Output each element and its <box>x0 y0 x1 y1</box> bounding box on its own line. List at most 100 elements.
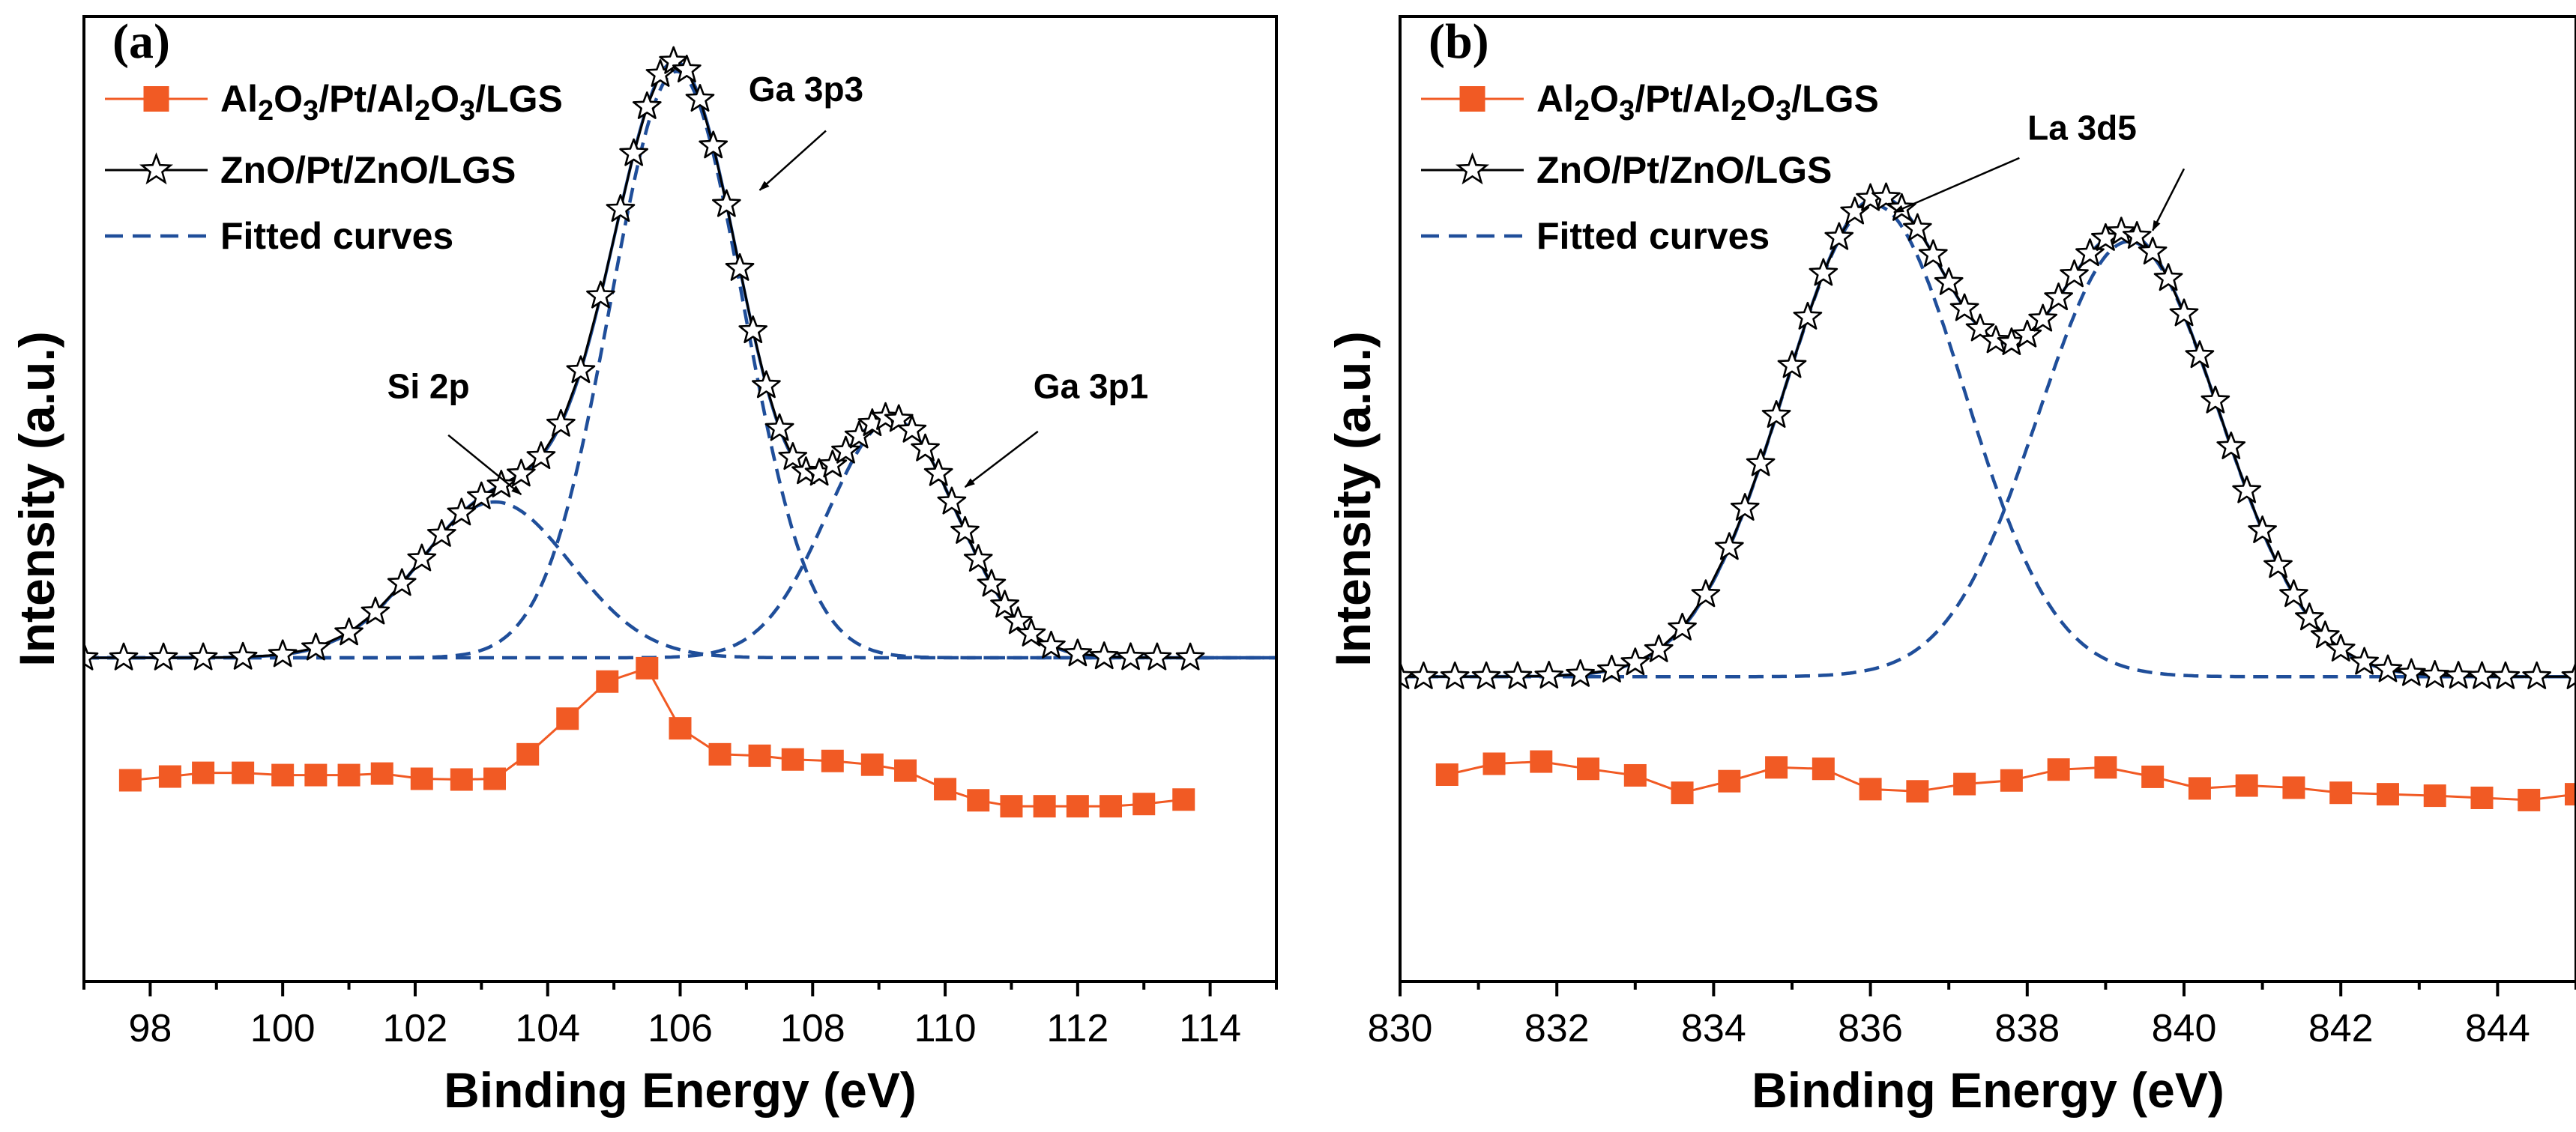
zno-point <box>2350 647 2379 675</box>
x-tick-label: 834 <box>1681 1007 1746 1050</box>
zno-point <box>1949 293 1979 321</box>
al2o3-point <box>1482 752 1506 775</box>
al2o3-point <box>2329 781 2353 805</box>
zno-point <box>407 543 437 572</box>
zno-point <box>1566 659 1595 687</box>
panel-label: (a) <box>112 14 170 69</box>
al2o3-point <box>596 670 619 693</box>
zno-point <box>1003 606 1033 635</box>
zno-point <box>1534 661 1564 688</box>
zno-point <box>387 568 417 596</box>
zno-point <box>923 458 953 486</box>
zno-point <box>2279 579 2308 608</box>
fitted-curve-la-3d5 <box>1400 239 2576 679</box>
zno-point <box>1761 400 1791 428</box>
al2o3-point <box>370 762 393 785</box>
zno-point <box>1037 630 1066 659</box>
zno-point <box>566 355 596 384</box>
x-tick-label: 110 <box>914 1007 977 1050</box>
al2o3-point <box>1172 788 1195 811</box>
al2o3-point <box>2000 769 2023 792</box>
zno-point <box>2044 282 2073 311</box>
zno-point <box>1714 532 1744 560</box>
zno-point <box>685 84 715 112</box>
zno-point <box>1668 612 1697 641</box>
zno-point <box>2185 340 2215 369</box>
zno-point <box>1644 634 1674 662</box>
zno-point <box>672 55 702 82</box>
legend-text-part: Fitted curves <box>1536 215 1770 257</box>
al2o3-point <box>2047 758 2070 781</box>
al2o3-point <box>158 765 181 788</box>
zno-point <box>1777 350 1807 378</box>
al2o3-point <box>1953 772 1976 796</box>
zno-point <box>2522 661 2552 689</box>
zno-point <box>2028 303 2058 332</box>
zno-point <box>1691 579 1721 608</box>
zno-point <box>546 408 576 437</box>
zno-point <box>1793 301 1823 330</box>
x-axis-label: Binding Energy (eV) <box>1752 1062 2224 1118</box>
fitted-curve-ga-3p1 <box>84 418 1276 660</box>
zno-point <box>2201 385 2230 414</box>
annotation-la-3d5: La 3d5 <box>1893 109 2186 231</box>
zno-point <box>526 441 556 470</box>
zno-point <box>1903 213 1932 241</box>
al2o3-point <box>1000 795 1023 818</box>
legend-item-fit: Fitted curves <box>105 215 453 257</box>
zno-point <box>2232 475 2262 503</box>
zno-point <box>1471 661 1501 689</box>
zno-point <box>1063 638 1093 667</box>
x-tick-label: 830 <box>1368 1007 1433 1050</box>
al2o3-point <box>337 763 361 787</box>
annotation-ga-3p1: Ga 3p1 <box>964 366 1148 488</box>
al2o3-point <box>669 717 692 740</box>
zno-point <box>2060 259 2089 288</box>
zno-point <box>950 515 980 544</box>
al2o3-point <box>934 778 957 801</box>
zno-point <box>2467 661 2497 689</box>
zno-point <box>84 642 99 671</box>
annotation-label: Ga 3p3 <box>749 70 863 109</box>
legend-text-part: O <box>1746 78 1776 120</box>
zno-point <box>301 632 331 661</box>
x-tick-label: 832 <box>1524 1007 1590 1050</box>
al2o3-point <box>2188 777 2211 800</box>
al2o3-point <box>1765 756 1788 779</box>
zno-point <box>1597 654 1626 682</box>
al2o3-point <box>1530 750 1553 773</box>
al2o3-point <box>232 761 255 784</box>
al2o3-point <box>860 753 884 776</box>
annotation-arrow <box>447 434 522 496</box>
al2o3-point <box>1906 780 1929 803</box>
al2o3-point <box>781 748 804 771</box>
x-tick-label: 836 <box>1838 1007 1903 1050</box>
al2o3-point <box>2141 765 2165 788</box>
zno-point <box>764 413 794 441</box>
zno-point <box>1089 641 1119 670</box>
annotation-ga-3p3: Ga 3p3 <box>749 70 863 191</box>
zno-point <box>268 639 298 668</box>
zno-point <box>818 450 848 478</box>
zno-point <box>1934 267 1964 295</box>
zno-point <box>699 130 729 159</box>
al2o3-point <box>1623 763 1647 787</box>
zno-point <box>1116 642 1145 671</box>
al2o3-point <box>748 744 771 767</box>
legend-square-marker <box>1459 86 1485 112</box>
zno-point <box>1871 182 1901 211</box>
zno-point <box>1175 642 1205 671</box>
legend-label: ZnO/Pt/ZnO/LGS <box>1536 149 1832 191</box>
x-axis-label: Binding Energy (eV) <box>444 1062 917 1118</box>
x-tick-label: 842 <box>2308 1007 2374 1050</box>
axes-frame <box>1399 15 2576 983</box>
fitted-curve-si-2p <box>84 500 1276 660</box>
panel-label: (b) <box>1429 14 1489 69</box>
al2o3-point <box>2470 786 2494 809</box>
al2o3-point <box>894 759 917 782</box>
fitted-envelope <box>1400 195 2576 679</box>
al2o3-point <box>1066 795 1089 818</box>
legend-text-part: ZnO/Pt/ZnO/LGS <box>220 149 516 191</box>
zno-point <box>1824 222 1854 250</box>
legend-subscript: 3 <box>303 95 319 127</box>
